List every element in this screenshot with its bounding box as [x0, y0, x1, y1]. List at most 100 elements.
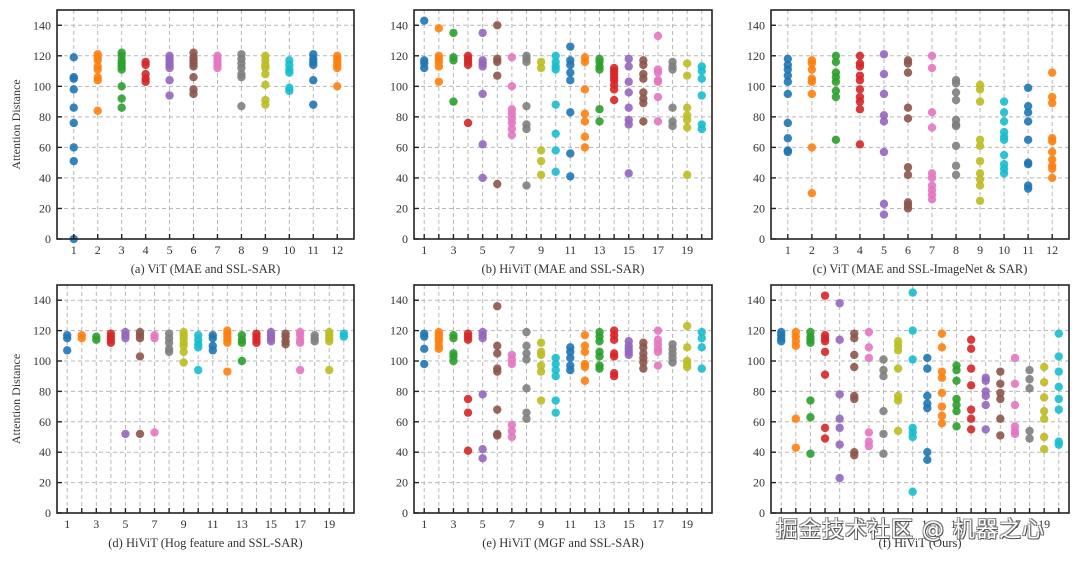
data-point-layer-5 [478, 334, 487, 343]
data-point-layer-5 [478, 62, 487, 71]
data-point-layer-9 [975, 141, 985, 151]
data-point-layer-4 [855, 76, 865, 85]
data-point-layer-16 [281, 340, 290, 349]
data-point-layer-19 [682, 71, 692, 80]
data-point-layer-12 [580, 362, 590, 372]
data-point-layer-10 [551, 396, 560, 405]
data-point-layer-3 [831, 135, 841, 144]
data-point-layer-16 [639, 364, 648, 373]
data-point-layer-5 [835, 473, 844, 483]
y-tick-label: 20 [39, 201, 51, 215]
data-point-layer-16 [639, 88, 648, 97]
data-point-layer-9 [261, 69, 270, 79]
data-point-layer-3 [117, 103, 126, 112]
data-point-layer-16 [996, 388, 1005, 398]
data-point-layer-10 [551, 65, 560, 74]
data-point-layer-1 [62, 334, 72, 343]
data-point-layer-15 [624, 169, 633, 178]
data-point-layer-4 [463, 118, 473, 128]
data-point-layer-12 [333, 82, 342, 91]
x-tick-label: 4 [857, 243, 863, 257]
data-point-layer-4 [820, 291, 830, 300]
x-tick-label: 5 [837, 517, 843, 531]
data-point-layer-11 [923, 353, 932, 363]
data-point-layer-20 [697, 334, 706, 343]
data-point-layer-14 [966, 335, 976, 344]
x-tick-label: 9 [538, 243, 544, 257]
data-point-layer-6 [493, 405, 502, 414]
data-point-layer-10 [194, 343, 203, 352]
x-tick-label: 1 [421, 243, 427, 257]
data-point-layer-11 [923, 403, 932, 413]
data-point-layer-6 [850, 451, 859, 460]
y-tick-label: 60 [39, 415, 51, 429]
data-point-layer-4 [463, 394, 473, 404]
data-point-layer-3 [806, 338, 815, 347]
data-point-layer-10 [551, 129, 560, 138]
data-point-layer-7 [150, 334, 159, 343]
data-point-layer-1 [69, 156, 78, 166]
data-point-layer-2 [791, 341, 801, 350]
data-point-layer-15 [624, 54, 633, 64]
data-point-layer-6 [850, 362, 859, 372]
y-tick-label: 120 [390, 49, 408, 63]
data-point-layer-4 [820, 423, 830, 433]
data-point-layer-5 [879, 69, 889, 79]
x-tick-label: 5 [881, 243, 887, 257]
data-point-layer-10 [551, 353, 560, 363]
data-point-layer-17 [295, 338, 305, 347]
data-point-layer-15 [624, 350, 633, 360]
data-point-layer-19 [325, 365, 334, 375]
x-tick-label: 13 [236, 517, 248, 531]
data-point-layer-8 [237, 63, 246, 73]
y-tick-label: 140 [390, 293, 408, 307]
data-point-layer-8 [164, 338, 174, 347]
data-point-layer-6 [850, 394, 859, 404]
x-tick-label: 15 [623, 517, 635, 531]
data-point-layer-20 [1054, 352, 1063, 361]
data-point-layer-19 [682, 321, 692, 331]
data-point-layer-19 [1039, 393, 1049, 402]
y-tick-label: 140 [33, 18, 51, 32]
data-point-layer-3 [806, 396, 815, 405]
data-point-layer-9 [975, 156, 985, 166]
y-tick-label: 20 [396, 476, 408, 490]
y-axis-label: Attention Distance [9, 79, 23, 169]
x-tick-label: 12 [331, 243, 343, 257]
x-tick-label: 7 [509, 517, 515, 531]
data-point-layer-15 [624, 103, 633, 112]
data-point-layer-5 [478, 444, 487, 454]
data-point-layer-11 [208, 334, 217, 343]
data-point-layer-20 [697, 124, 706, 134]
data-point-layer-8 [522, 349, 531, 358]
plot-frame [56, 9, 355, 240]
data-point-layer-5 [879, 50, 889, 59]
y-tick-label: 60 [396, 140, 408, 154]
data-point-layer-5 [879, 147, 889, 157]
x-tick-label: 7 [152, 517, 158, 531]
data-point-layer-9 [261, 100, 270, 109]
data-point-layer-18 [1025, 375, 1034, 384]
data-point-layer-7 [927, 51, 937, 60]
data-point-layer-3 [831, 86, 841, 96]
data-point-layer-6 [493, 302, 502, 311]
data-point-layer-15 [624, 62, 633, 71]
data-point-layer-7 [507, 118, 517, 128]
x-tick-label: 17 [652, 243, 664, 257]
data-point-layer-8 [522, 414, 531, 423]
data-point-layer-17 [1010, 379, 1020, 388]
data-point-layer-11 [566, 68, 575, 77]
data-point-layer-9 [975, 181, 985, 190]
data-point-layer-2 [791, 443, 801, 452]
data-point-layer-8 [951, 121, 961, 131]
data-point-layer-11 [566, 76, 575, 85]
data-point-layer-12 [580, 376, 590, 385]
data-point-layer-10 [908, 326, 917, 335]
y-tick-label: 80 [39, 384, 51, 398]
x-tick-label: 7 [866, 517, 872, 531]
y-tick-label: 80 [39, 110, 51, 124]
data-point-layer-13 [952, 365, 961, 375]
data-point-layer-1 [420, 359, 429, 369]
